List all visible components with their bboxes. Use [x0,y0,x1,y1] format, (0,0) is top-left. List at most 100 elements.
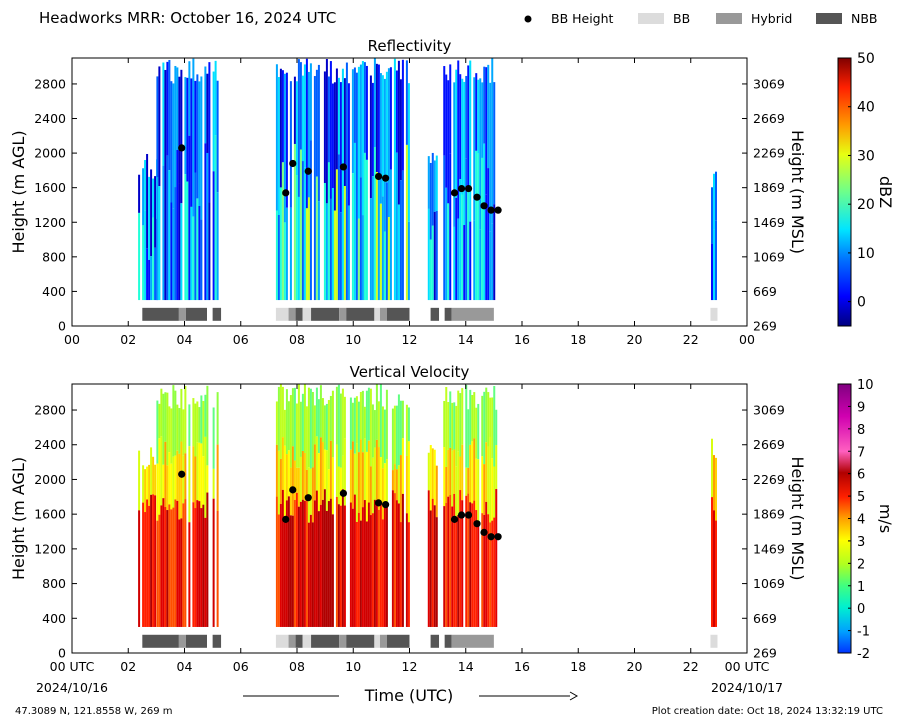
heatmap-cell [353,397,356,454]
heatmap-cell [180,441,183,519]
heatmap-cell [447,203,450,301]
heatmap-cell [357,218,360,301]
heatmap-cell [393,192,396,301]
heatmap-cell [204,517,207,627]
heatmap-cell [160,388,163,437]
heatmap-cell [335,444,338,497]
bb-type-segment [451,307,494,321]
heatmap-cell [463,225,466,301]
heatmap-cell [365,159,368,301]
heatmap-cell [178,183,181,301]
bb-type-segment [288,307,296,321]
heatmap-cell [457,451,460,515]
heatmap-cell [313,76,316,184]
legend: BB Height BB Hybrid NBB [524,11,878,26]
heatmap-cell [335,68,338,170]
heatmap-cell [196,442,199,501]
heatmap-cell [182,409,185,456]
heatmap-cell [142,168,145,226]
heatmap-cell [365,451,368,522]
heatmap-cell [277,386,280,451]
heatmap-cell [138,450,141,511]
heatmap-cell [351,69,354,174]
heatmap-cell [138,510,141,627]
heatmap-cell [343,396,346,439]
heatmap-cell [343,505,346,627]
heatmap-cell [435,210,438,301]
heatmap-cell [427,208,430,301]
heatmap-cell [353,142,356,301]
bb-type-segment [444,307,452,321]
heatmap-cell [467,65,470,191]
heatmap-cell [144,469,147,513]
x-tick-label: 10 [345,332,361,347]
heatmap-cell [301,393,304,452]
heatmap-cell [170,81,173,203]
heatmap-cell [329,440,332,499]
heatmap-cell [146,499,149,627]
heatmap-cell [327,469,330,502]
heatmap-cell [170,202,173,301]
x-tick-label: 16 [514,332,530,347]
heatmap-cell [461,78,464,195]
heatmap-cell [188,135,191,301]
heatmap-cell [315,387,318,437]
heatmap-cell [152,178,155,218]
y-tick-right-label: 269 [753,646,777,661]
heatmap-cell [158,438,161,515]
heatmap-cell [473,500,476,627]
heatmap-cell [429,239,432,301]
colorbar-label: dBZ [876,176,895,208]
heatmap-cell [200,76,203,220]
heatmap-cell [481,513,484,627]
heatmap-cell [277,450,280,515]
heatmap-cell [407,441,410,523]
colorbar-tick-label: 0 [857,295,866,311]
y-tick-label: 2000 [34,472,66,487]
heatmap-cell [156,76,159,178]
heatmap-cell [176,67,179,150]
heatmap-cell [477,521,480,627]
heatmap-cell [479,78,482,230]
colorbar-tick-label: 7 [857,445,865,460]
heatmap-cell [361,390,364,453]
start-date: 2024/10/16 [36,680,108,695]
heatmap-cell [377,64,380,175]
heatmap-cell [485,387,488,443]
heatmap-cell [363,438,366,501]
heatmap-cell [319,504,322,627]
heatmap-cell [293,143,296,301]
heatmap-cell [495,489,498,627]
heatmap-cell [323,71,326,183]
heatmap-cell [283,520,286,627]
heatmap-cell [397,394,400,466]
heatmap-cell [381,75,384,197]
heatmap-cell [198,205,201,301]
colorbar-tick-label: 20 [857,197,875,213]
bb-height-point [339,489,348,497]
heatmap-cell [401,493,404,627]
heatmap-cell [381,519,384,627]
heatmap-cell [375,63,378,173]
heatmap-cell [371,404,374,458]
legend-bb-height-marker [524,15,532,23]
colorbar-tick-label: -2 [857,647,870,662]
heatmap-cell [337,384,340,467]
heatmap-cell [164,506,167,627]
heatmap-cell [383,506,386,627]
heatmap-cell [295,81,298,176]
heatmap-cell [373,146,376,301]
heatmap-cell [303,64,306,168]
heatmap-cell [397,60,400,205]
heatmap-cell [385,459,388,504]
bb-type-segment [302,634,312,648]
bb-type-segment [387,634,410,648]
heatmap-cell [399,455,402,523]
heatmap-cell [483,143,486,301]
heatmap-cell [301,75,304,162]
bb-type-segment [212,634,222,648]
heatmap-cell [309,514,312,627]
heatmap-cell [216,80,219,193]
heatmap-cell [453,226,456,301]
heatmap-cell [188,522,191,627]
